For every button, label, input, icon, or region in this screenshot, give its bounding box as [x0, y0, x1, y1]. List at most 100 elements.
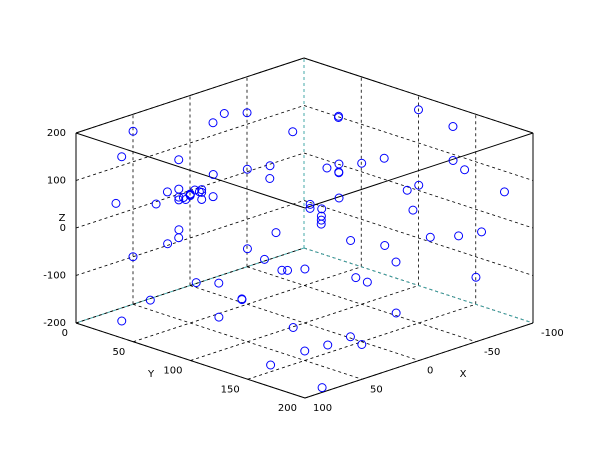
x-tick-label: 0 [427, 366, 433, 377]
data-point [174, 184, 184, 194]
data-point [242, 164, 252, 174]
data-point [111, 198, 121, 208]
data-point [197, 194, 207, 204]
y-axis-label: Y [147, 369, 155, 380]
data-point [151, 199, 161, 209]
data-point [185, 189, 195, 199]
box-edge [304, 132, 534, 209]
data-point [414, 105, 423, 115]
data-point [191, 278, 201, 288]
box-edge [75, 247, 305, 324]
x-tick-label: -100 [541, 328, 564, 339]
data-point [391, 308, 401, 318]
data-point [408, 205, 418, 215]
data-point [117, 316, 127, 326]
data-point [391, 257, 401, 267]
data-point [117, 152, 127, 162]
box-edge [75, 57, 305, 134]
data-point [174, 155, 184, 165]
data-point [379, 153, 389, 163]
box-edge [75, 132, 306, 209]
data-point [305, 203, 315, 213]
z-tick-label: 0 [60, 223, 66, 234]
y-tick-label: 100 [163, 366, 182, 377]
z-tick-label: -200 [43, 318, 66, 329]
z-tick-label: -100 [43, 271, 66, 282]
data-point [208, 170, 218, 179]
x-axis-label: X [460, 369, 467, 380]
y-tick-label: 150 [221, 384, 240, 395]
data-point [162, 187, 172, 197]
grid-line [303, 152, 534, 229]
data-point [334, 193, 344, 203]
data-point [265, 161, 275, 171]
data-point [260, 254, 269, 264]
y-tick-label: 0 [62, 328, 68, 339]
box-edge [75, 322, 306, 399]
data-point [265, 174, 275, 183]
data-point [357, 158, 367, 168]
data-point [174, 195, 184, 205]
data-point [271, 228, 281, 238]
grid-line [75, 200, 305, 276]
data-point [145, 295, 155, 305]
data-point [334, 111, 344, 121]
data-point [448, 122, 458, 131]
box-edge [303, 247, 534, 324]
box-edge [303, 57, 534, 134]
data-point [277, 265, 287, 275]
data-point [357, 340, 367, 349]
data-point [128, 252, 138, 262]
grid-line [303, 105, 534, 181]
z-tick-label: 200 [47, 128, 66, 139]
y-tick-label: 50 [113, 347, 126, 358]
data-point [380, 241, 390, 250]
data-point [345, 332, 355, 342]
data-point [362, 277, 372, 287]
data-point [317, 383, 327, 393]
data-point [454, 231, 464, 241]
data-point [300, 346, 310, 356]
grid-line [190, 285, 419, 361]
data-point [499, 187, 509, 197]
data-point [334, 167, 344, 177]
x-tick-label: 50 [370, 384, 383, 395]
data-point [317, 204, 327, 214]
grid-line [75, 105, 305, 181]
data-point [208, 192, 218, 202]
x-tick-label: -50 [484, 347, 500, 358]
data-point [351, 273, 361, 283]
grid-line [247, 303, 476, 380]
data-point [316, 215, 326, 225]
data-point [242, 244, 252, 254]
grid-line [303, 200, 534, 276]
data-point [305, 199, 315, 209]
data-point [208, 118, 218, 128]
data-point [346, 236, 356, 245]
data-point [402, 185, 412, 195]
data-point [237, 294, 247, 304]
data-point [128, 126, 138, 136]
data-point [163, 239, 173, 249]
x-tick-label: 100 [313, 403, 332, 414]
z-tick-label: 100 [47, 176, 66, 187]
data-point [288, 323, 298, 332]
data-point [471, 272, 481, 282]
data-point [219, 109, 229, 118]
data-point [283, 265, 293, 275]
y-tick-label: 200 [278, 403, 297, 414]
data-point [178, 193, 188, 203]
grid-line [133, 266, 362, 343]
data-point [460, 165, 470, 175]
data-point [334, 159, 344, 169]
data-point [316, 219, 326, 229]
data-point [477, 227, 487, 237]
data-point [214, 278, 224, 288]
z-axis-label: Z [59, 213, 66, 224]
data-point [448, 156, 458, 165]
data-point [242, 108, 252, 118]
data-point [414, 180, 424, 190]
data-point [214, 312, 224, 322]
data-point [197, 185, 207, 195]
